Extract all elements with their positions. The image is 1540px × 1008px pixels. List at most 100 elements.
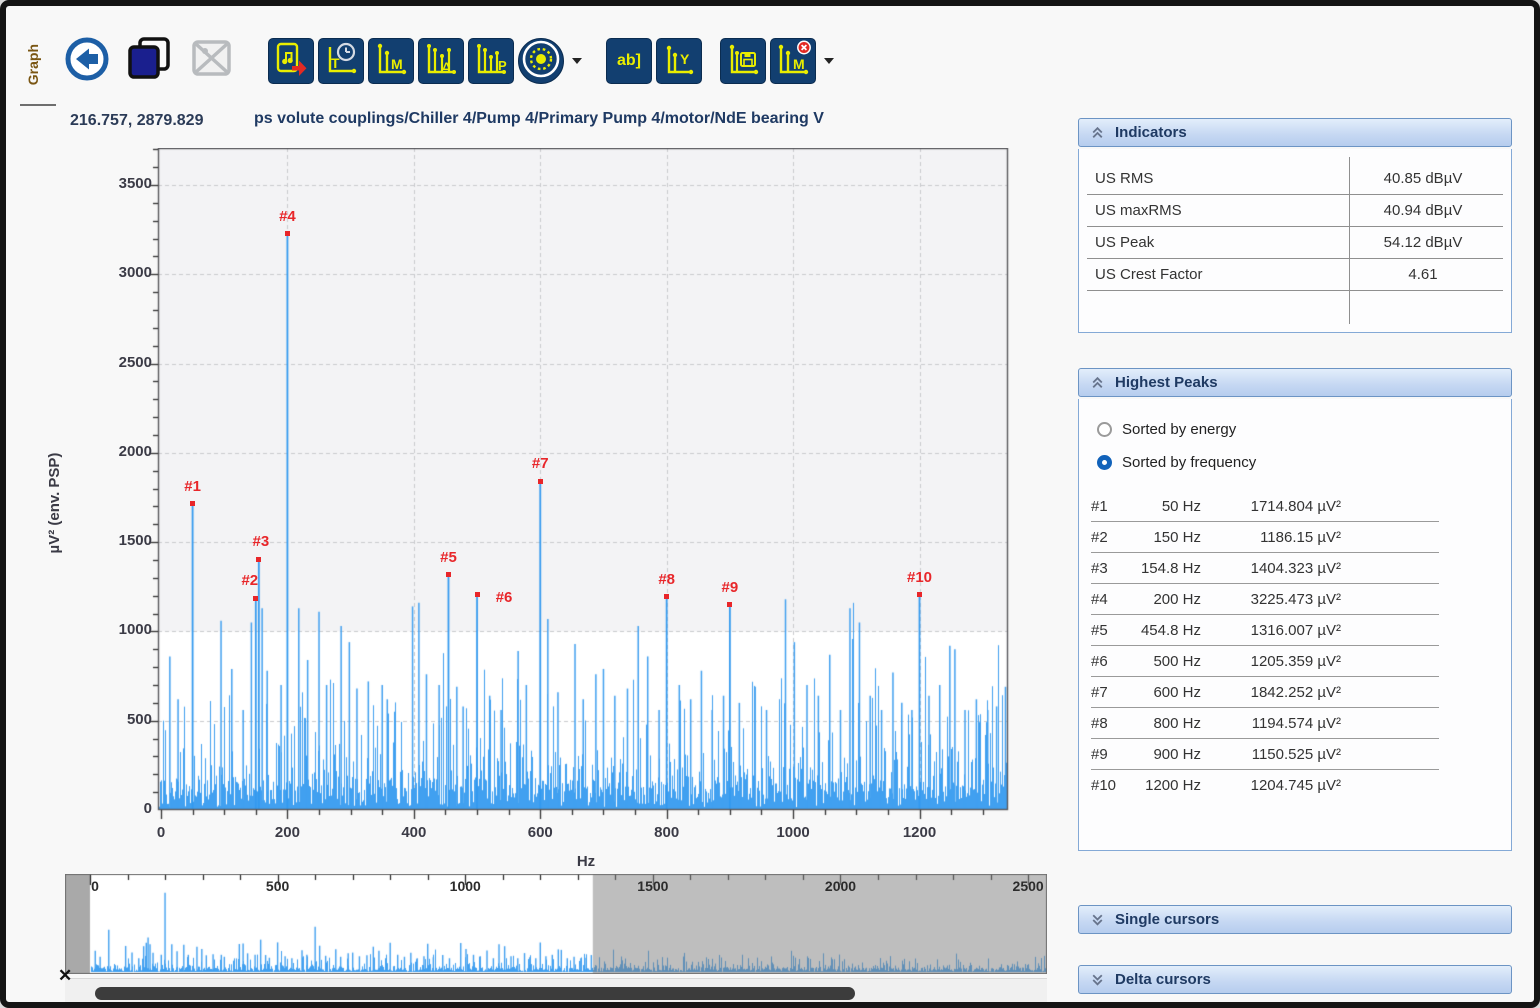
peak-id: #8 [1091, 714, 1108, 732]
radio-icon[interactable] [1097, 422, 1112, 437]
peak-id: #10 [1091, 776, 1117, 794]
peak-id: #3 [1091, 559, 1108, 577]
peak-table-row[interactable]: #3 154.8 Hz 1404.323 µV² [1091, 553, 1439, 584]
peak-table-row[interactable]: #6 500 Hz 1205.359 µV² [1091, 646, 1439, 677]
frequency-range-navigator[interactable]: 0 500 1000 1500 2000 2500 [65, 874, 1047, 974]
peak-markers-button[interactable]: P [468, 38, 514, 84]
navigator-canvas[interactable] [65, 874, 1047, 974]
indicators-column-divider [1349, 157, 1350, 324]
peak-id: #4 [1091, 590, 1108, 608]
svg-text:M: M [793, 56, 805, 72]
collapse-up-icon[interactable] [1090, 125, 1105, 140]
x-tick-label: 0 [156, 824, 166, 841]
highest-peaks-panel-body: Sorted by energy Sorted by frequency #1 50… [1078, 399, 1512, 851]
indicator-value: 40.85 dBµV [1383, 170, 1463, 187]
peak-energy: 1714.804 µV² [1250, 497, 1341, 515]
peak-table-row[interactable]: #1 50 Hz 1714.804 µV² [1091, 491, 1439, 522]
cursor-coordinates-readout: 216.757, 2879.829 [70, 112, 204, 129]
delete-markers-button[interactable]: M [770, 38, 816, 84]
peak-energy: 1205.359 µV² [1250, 652, 1341, 670]
peak-id: #6 [1091, 652, 1108, 670]
single-cursors-panel-header[interactable]: Single cursors [1078, 905, 1512, 934]
indicator-label: US RMS [1095, 170, 1154, 187]
export-report-button[interactable] [268, 38, 314, 84]
peak-frequency: 900 Hz [1153, 745, 1201, 763]
expand-down-icon[interactable] [1090, 912, 1105, 927]
markers-dropdown-arrow-icon[interactable] [824, 58, 834, 64]
peak-energy: 1186.15 µV² [1260, 528, 1341, 546]
y-tick-label: 3000 [118, 264, 152, 282]
indicator-value: 40.94 dBµV [1383, 202, 1463, 219]
report-icon [273, 41, 309, 82]
peak-frequency: 454.8 Hz [1140, 621, 1201, 639]
chart-title: ps volute couplings/Chiller 4/Pump 4/Pri… [254, 110, 824, 127]
navigator-tick-label: 500 [265, 878, 290, 894]
indicator-label: US maxRMS [1095, 202, 1182, 219]
annotation-icon: ab] [617, 52, 641, 69]
peak-table-row[interactable]: #8 800 Hz 1194.574 µV² [1091, 708, 1439, 739]
close-icon[interactable]: ✕ [58, 966, 73, 985]
no-image-icon [185, 36, 237, 87]
radio-icon[interactable] [1097, 455, 1112, 470]
peak-table-row[interactable]: #2 150 Hz 1186.15 µV² [1091, 522, 1439, 553]
svg-text:M: M [391, 56, 403, 72]
horizontal-scrollbar[interactable] [65, 978, 1047, 1002]
y-tick-label: 2500 [118, 353, 152, 371]
highest-peaks-panel-header[interactable]: Highest Peaks [1078, 368, 1512, 397]
annotation-button[interactable]: ab] [606, 38, 652, 84]
peak-table-row[interactable]: #9 900 Hz 1150.525 µV² [1091, 739, 1439, 770]
peak-table-row[interactable]: #4 200 Hz 3225.473 µV² [1091, 584, 1439, 615]
navigator-tick-label: 2500 [1012, 878, 1044, 894]
highest-peaks-header-label: Highest Peaks [1115, 374, 1218, 391]
time-clock-icon: T [323, 41, 359, 82]
copy-image-button[interactable] [124, 36, 174, 85]
peak-frequency: 154.8 Hz [1140, 559, 1201, 577]
svg-text:T: T [331, 55, 340, 71]
peak-table-row[interactable]: #5 454.8 Hz 1316.007 µV² [1091, 615, 1439, 646]
tab-graph[interactable]: Graph [18, 28, 48, 102]
radio-label: Sorted by energy [1122, 421, 1237, 438]
scrollbar-thumb[interactable] [95, 987, 855, 1000]
peak-id: #7 [1091, 683, 1108, 701]
time-waveform-button[interactable]: T [318, 38, 364, 84]
indicator-row [1087, 291, 1503, 322]
tab-underline [20, 104, 56, 106]
x-axis-unit-label: Hz [576, 853, 596, 870]
delta-markers-button[interactable]: Δ [418, 38, 464, 84]
peak-frequency: 150 Hz [1153, 528, 1201, 546]
expand-down-icon[interactable] [1090, 972, 1105, 987]
marker-button[interactable]: M [368, 38, 414, 84]
navigator-tick-label: 1500 [637, 878, 669, 894]
spectrum-plot-canvas[interactable] [138, 148, 1022, 848]
sort-options: Sorted by energy Sorted by frequency [1079, 399, 1511, 479]
y-axis-icon: Y [661, 41, 697, 82]
x-tick-label: 1000 [776, 824, 810, 841]
peak-energy: 1204.745 µV² [1250, 776, 1341, 794]
indicators-header-label: Indicators [1115, 124, 1187, 141]
indicator-label: US Peak [1095, 234, 1155, 251]
peak-table-row[interactable]: #10 1200 Hz 1204.745 µV² [1091, 770, 1439, 800]
settings-dropdown-arrow-icon[interactable] [572, 58, 582, 64]
sort-option-selected[interactable]: Sorted by frequency [1079, 446, 1511, 479]
back-button[interactable] [62, 37, 112, 85]
indicator-label: US Crest Factor [1095, 266, 1203, 283]
back-icon [63, 35, 111, 88]
peak-frequency: 800 Hz [1153, 714, 1201, 732]
indicators-table: US RMS 40.85 dBµV US maxRMS 40.94 dBµV US Pe… [1079, 149, 1511, 322]
peak-table-row[interactable]: #7 600 Hz 1842.252 µV² [1091, 677, 1439, 708]
y-axis-button[interactable]: Y [656, 38, 702, 84]
x-tick-label: 1200 [902, 824, 937, 841]
collapse-up-icon[interactable] [1090, 375, 1105, 390]
indicators-panel-header[interactable]: Indicators [1078, 118, 1512, 147]
sort-option-unselected[interactable]: Sorted by energy [1079, 413, 1511, 446]
y-tick-label: 1500 [118, 532, 152, 550]
save-markers-button[interactable] [720, 38, 766, 84]
svg-text:Y: Y [680, 51, 690, 67]
peak-energy: 1194.574 µV² [1251, 714, 1341, 732]
navigator-tick-label: 1000 [449, 878, 481, 894]
peaks-table: #1 50 Hz 1714.804 µV² #2 150 Hz 1186.15 µV² #3… [1091, 491, 1439, 800]
indicator-value: 54.12 dBµV [1383, 234, 1463, 251]
machine-settings-button[interactable] [518, 38, 564, 84]
delta-cursors-panel-header[interactable]: Delta cursors [1078, 965, 1512, 994]
